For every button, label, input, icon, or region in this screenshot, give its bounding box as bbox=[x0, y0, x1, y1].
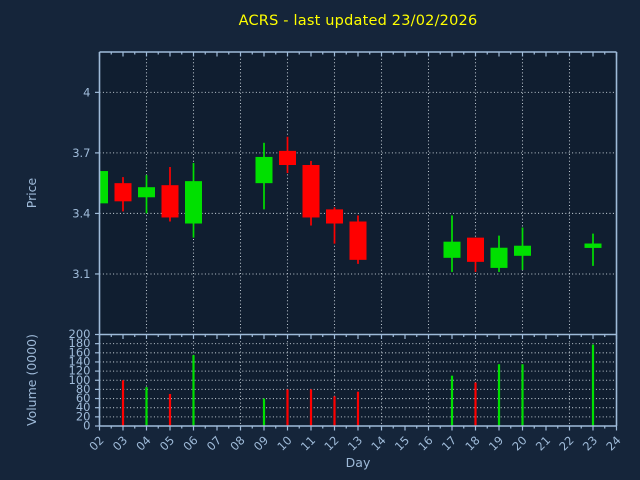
volume-tick-label: 160 bbox=[69, 345, 91, 359]
x-tick-label: 05 bbox=[157, 433, 177, 453]
x-tick-label: 04 bbox=[133, 433, 153, 453]
x-tick-label: 09 bbox=[251, 433, 271, 453]
candle-body bbox=[161, 185, 179, 218]
volume-bar-day-03 bbox=[121, 380, 125, 426]
volume-bars bbox=[121, 344, 595, 426]
candle-day-19 bbox=[490, 235, 508, 272]
candle-body bbox=[138, 187, 155, 198]
x-tick-label: 14 bbox=[368, 433, 388, 453]
candle-body bbox=[185, 181, 202, 224]
volume-tick-label: 180 bbox=[69, 336, 91, 350]
candle-day-06 bbox=[185, 162, 202, 238]
candle-day-09 bbox=[255, 142, 273, 210]
x-tick-label: 10 bbox=[274, 433, 294, 453]
x-tick-label: 13 bbox=[345, 433, 365, 453]
candle-day-02 bbox=[99, 171, 108, 204]
volume-tick-label: 20 bbox=[76, 409, 91, 423]
volume-bar-day-17 bbox=[450, 375, 454, 426]
volume-bar-day-05 bbox=[168, 393, 172, 426]
volume-bar-day-04 bbox=[145, 387, 148, 426]
candle-day-18 bbox=[467, 237, 484, 272]
candle-body bbox=[443, 241, 461, 258]
x-tick-label: 19 bbox=[486, 433, 506, 453]
volume-bar-day-10 bbox=[286, 389, 289, 426]
x-tick-label: 08 bbox=[227, 433, 247, 453]
x-tick-label: 23 bbox=[580, 433, 600, 453]
x-axis-label: Day bbox=[346, 455, 371, 470]
candle-body bbox=[467, 237, 484, 262]
candle-body bbox=[490, 247, 508, 268]
candle-day-11 bbox=[302, 160, 320, 226]
candle-day-23 bbox=[584, 233, 602, 266]
candle-day-05 bbox=[161, 167, 179, 222]
price-axis-label: Price bbox=[24, 177, 39, 208]
volume-tick-label: 60 bbox=[76, 391, 91, 405]
price-tick-label: 4 bbox=[83, 85, 90, 99]
candle-day-17 bbox=[443, 215, 461, 272]
price-tick-label: 3.1 bbox=[72, 267, 90, 281]
chart-title: ACRS - last updated 23/02/2026 bbox=[238, 13, 478, 29]
x-tick-label: 03 bbox=[110, 433, 130, 453]
price-tick-label: 3.7 bbox=[72, 146, 90, 160]
x-tick-label: 06 bbox=[180, 433, 200, 453]
x-tick-label: 22 bbox=[556, 433, 576, 453]
volume-tick-label: 120 bbox=[69, 364, 91, 378]
candles bbox=[99, 136, 602, 272]
candle-day-20 bbox=[514, 227, 531, 270]
candle-body bbox=[302, 165, 320, 218]
x-tick-label: 12 bbox=[321, 433, 341, 453]
candle-day-03 bbox=[114, 177, 132, 212]
x-tick-label: 24 bbox=[603, 433, 623, 453]
x-tick-label: 11 bbox=[298, 433, 318, 453]
x-tick-label: 21 bbox=[533, 433, 553, 453]
volume-tick-label: 140 bbox=[69, 354, 91, 368]
x-tick-label: 17 bbox=[439, 433, 459, 453]
volume-tick-label: 80 bbox=[76, 382, 91, 396]
candle-body bbox=[584, 243, 602, 248]
volume-tick-label: 40 bbox=[76, 400, 91, 414]
candle-body bbox=[349, 221, 367, 260]
volume-tick-label: 200 bbox=[69, 327, 91, 341]
price-tick-label: 3.4 bbox=[72, 206, 90, 220]
candle-day-04 bbox=[138, 175, 155, 214]
volume-bar-day-18 bbox=[474, 382, 477, 426]
tick-marks bbox=[95, 52, 618, 431]
volume-bar-day-13 bbox=[356, 391, 360, 426]
volume-bar-day-11 bbox=[309, 389, 313, 426]
candle-body bbox=[114, 183, 132, 202]
volume-bar-day-06 bbox=[192, 355, 195, 426]
x-tick-label: 16 bbox=[415, 433, 435, 453]
candle-day-13 bbox=[349, 215, 367, 264]
x-tick-label: 02 bbox=[86, 433, 106, 453]
candle-day-12 bbox=[326, 207, 343, 244]
volume-axis-label: Volume (0000) bbox=[24, 334, 39, 426]
candle-body bbox=[514, 245, 531, 256]
x-tick-label: 15 bbox=[392, 433, 412, 453]
candle-body bbox=[99, 171, 108, 204]
volume-bar-day-20 bbox=[521, 364, 524, 426]
candle-day-10 bbox=[279, 136, 296, 174]
volume-tick-label: 0 bbox=[83, 419, 90, 433]
volume-tick-label: 100 bbox=[69, 373, 91, 387]
x-tick-label: 07 bbox=[204, 433, 224, 453]
volume-bar-day-23 bbox=[591, 344, 595, 426]
volume-bar-day-09 bbox=[262, 398, 266, 426]
candle-body bbox=[279, 150, 296, 165]
candle-body bbox=[255, 156, 273, 184]
axis-labels: Price Volume (0000) Day bbox=[24, 177, 371, 470]
volume-bar-day-12 bbox=[333, 396, 336, 426]
x-tick-label: 20 bbox=[509, 433, 529, 453]
x-tick-label: 18 bbox=[462, 433, 482, 453]
candle-body bbox=[326, 209, 343, 224]
volume-bar-day-19 bbox=[497, 364, 501, 426]
